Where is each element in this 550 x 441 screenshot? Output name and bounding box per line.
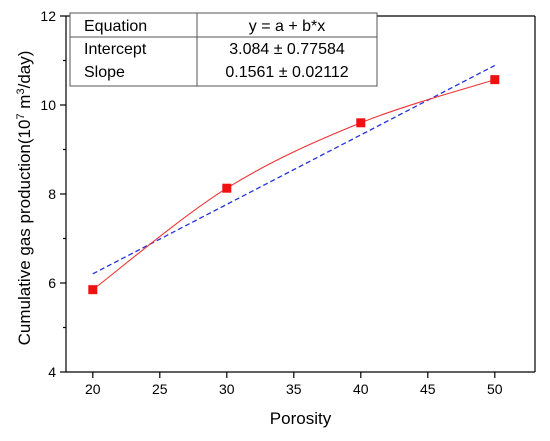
- linear-fit-line: [92, 64, 496, 275]
- y-tick-label: 10: [40, 97, 56, 113]
- stats-intercept-label: Intercept: [84, 41, 147, 58]
- fit-stats-table: Equation y = a + b*x Intercept 3.084 ± 0…: [69, 12, 378, 87]
- stats-intercept-value: 3.084 ± 0.77584: [229, 41, 345, 58]
- y-tick-label: 6: [48, 275, 56, 291]
- stats-slope-value: 0.1561 ± 0.02112: [225, 64, 348, 81]
- data-points: [88, 75, 500, 295]
- y-axis-title-unit-exponent: 3: [15, 88, 27, 94]
- y-axis-title: Cumulative gas production(107 m3/day): [15, 51, 34, 346]
- stats-equation-value: y = a + b*x: [249, 18, 326, 35]
- data-point: [356, 118, 366, 128]
- y-axis-title-exponent: 7: [15, 113, 27, 119]
- x-tick-label: 30: [219, 381, 235, 397]
- stats-slope-label: Slope: [84, 64, 125, 81]
- y-axis-ticks: 4 6 8 10 12: [40, 8, 66, 380]
- y-axis-title-unit: m: [15, 95, 34, 114]
- y-axis-title-prefix: Cumulative gas production(10: [15, 120, 34, 346]
- data-point: [88, 285, 98, 295]
- x-tick-label: 40: [353, 381, 369, 397]
- stats-equation-label: Equation: [84, 18, 147, 35]
- x-tick-label: 25: [152, 381, 168, 397]
- y-tick-label: 12: [40, 8, 56, 24]
- x-axis-ticks: 20 25 30 35 40 45 50: [85, 372, 503, 397]
- y-tick-label: 8: [48, 186, 56, 202]
- x-tick-label: 50: [487, 381, 503, 397]
- y-axis-title-suffix: /day): [15, 51, 34, 89]
- x-tick-label: 35: [286, 381, 302, 397]
- stats-box: [69, 12, 378, 87]
- x-tick-label: 45: [420, 381, 436, 397]
- y-tick-label: 4: [48, 364, 56, 380]
- x-tick-label: 20: [85, 381, 101, 397]
- smooth-curve: [92, 79, 495, 291]
- x-axis-title: Porosity: [270, 409, 332, 428]
- data-point: [222, 183, 232, 193]
- data-point: [490, 75, 500, 85]
